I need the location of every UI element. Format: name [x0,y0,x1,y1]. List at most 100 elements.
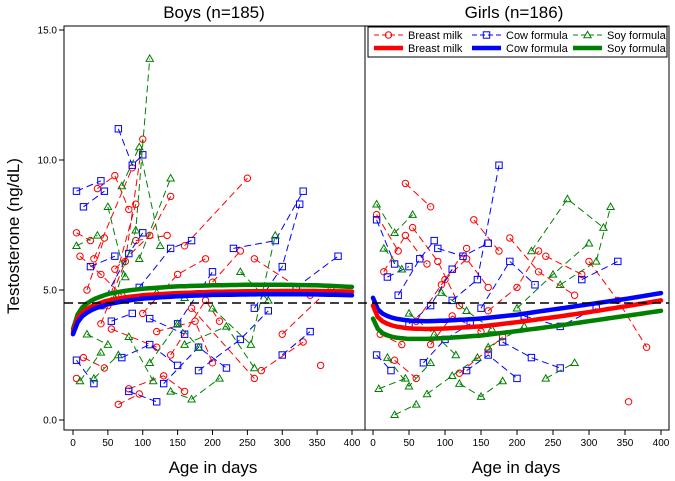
data-point-boys-breast-22-0 [79,353,88,362]
data-point-boys-cow-41-1 [90,379,98,388]
series-line-boys-breast-14 [170,299,220,356]
series-line-girls-soy-40 [559,206,612,286]
data-point-boys-cow-26-2 [139,151,147,159]
y-axis: 0.0 5.0 10.0 15.0 [38,26,64,427]
series-line-girls-soy-31 [387,357,431,387]
panel-boys: Boys (n=185) 0 50 100 150 200 250 300 350 400 [63,3,366,449]
series-line-girls-breast-3 [412,227,460,306]
data-point-boys-breast-4-0 [93,184,102,193]
series-line-boys-breast-16 [191,307,255,379]
data-point-girls-cow-21-1 [459,252,467,260]
data-point-boys-soy-49-0 [134,254,144,263]
y-tick-label-1: 5.0 [43,286,57,297]
data-point-girls-breast-3-0 [408,223,417,232]
legend-label-0: Breast milk [408,30,463,42]
data-point-girls-breast-15-1 [398,340,406,349]
data-point-boys-soy-50-2 [194,342,204,351]
series-line-boys-soy-50 [149,323,199,364]
data-point-boys-cow-38-1 [278,262,286,271]
data-point-girls-soy-35-2 [487,324,497,333]
legend-label-4: Cow formula [506,43,569,55]
y-tick-label-2: 10.0 [38,156,58,167]
data-point-boys-soy-52-2 [214,373,225,382]
data-point-girls-soy-29-1 [390,228,400,237]
data-point-girls-soy-36-1 [476,391,486,400]
x-tick-label-boys-8: 400 [344,438,361,449]
fit-group-boys [70,282,355,337]
data-point-girls-soy-35-1 [462,306,472,315]
data-point-boys-cow-34-0 [159,379,168,388]
data-point-girls-soy-40-2 [606,202,616,211]
data-point-boys-soy-52-1 [187,394,197,403]
data-point-boys-soy-56-0 [75,376,85,385]
data-point-girls-cow-19-2 [448,265,456,273]
data-point-girls-soy-38-2 [584,238,594,247]
panel-title-girls: Girls (n=186) [465,3,564,22]
series-line-boys-cow-33 [149,318,185,335]
series-line-boys-breast-8 [118,393,140,405]
data-point-boys-soy-42-0 [71,241,82,250]
data-point-girls-cow-16-0 [372,216,381,224]
data-point-boys-soy-42-1 [92,230,102,239]
data-point-girls-soy-36-2 [498,376,508,385]
data-point-boys-soy-53-2 [249,363,259,372]
series-line-boys-soy-56 [79,352,102,382]
series-line-girls-breast-4 [394,359,417,379]
data-point-girls-breast-5-2 [462,244,471,253]
series-line-girls-cow-22 [451,165,500,301]
legend-marker-0 [384,31,393,39]
series-line-boys-soy-52 [170,377,220,400]
series-line-boys-cow-32 [138,240,192,288]
data-point-girls-cow-27-0 [578,275,586,284]
data-point-girls-soy-29-0 [372,199,382,208]
data-point-girls-breast-1-1 [401,231,410,240]
panel-girls: Girls (n=186) 0 50 100 150 200 250 300 350 400 [364,3,670,449]
data-point-girls-soy-35-0 [436,287,446,296]
data-point-boys-breast-21-0 [316,361,325,370]
series-line-girls-soy-39 [530,198,604,252]
series-line-boys-breast-11 [135,234,168,242]
data-point-girls-soy-31-1 [404,381,414,390]
data-point-girls-cow-22-1 [473,275,482,284]
data-point-boys-soy-53-1 [221,321,231,330]
x-axis-title-girls: Age in days [472,458,561,477]
data-point-boys-breast-10-1 [159,372,168,380]
data-point-boys-breast-2-0 [83,286,91,294]
data-point-boys-cow-36-2 [264,307,273,315]
series-line-boys-breast-12 [142,258,206,314]
data-point-boys-cow-34-2 [222,364,231,372]
data-point-boys-breast-15-1 [243,174,252,182]
legend-label-2: Soy formula [607,30,667,42]
x-tick-label-boys-3: 150 [169,438,186,449]
x-tick-label-girls-2: 100 [437,438,454,449]
data-point-boys-cow-37-0 [229,244,238,253]
data-point-girls-breast-2-0 [401,179,410,188]
y-axis-title: Testosterone (ng/dL) [4,158,23,314]
series-line-boys-breast-18 [261,341,304,372]
data-point-girls-breast-10-2 [534,247,543,255]
data-point-boys-cow-27-1 [111,252,119,260]
data-point-girls-cow-21-0 [434,244,442,253]
series-line-boys-breast-22 [83,357,105,369]
series-line-boys-breast-6 [107,204,137,306]
x-tick-label-boys-5: 250 [239,438,256,449]
data-point-girls-breast-4-1 [412,374,420,383]
x-tick-label-girls-7: 350 [617,438,634,449]
series-line-boys-cow-27 [90,255,116,268]
data-point-girls-soy-33-2 [451,350,461,359]
series-line-boys-soy-45 [107,206,126,278]
data-point-girls-cow-25-2 [556,364,564,372]
series-line-boys-breast-10 [128,375,185,392]
data-point-girls-soy-34-0 [422,389,432,398]
series-group-boys [71,53,342,409]
data-point-boys-soy-43-1 [103,339,113,348]
data-point-girls-breast-14-0 [624,398,633,406]
data-point-boys-breast-14-0 [166,351,175,359]
data-point-girls-soy-41-1 [570,358,580,367]
data-point-girls-cow-28-1 [387,366,395,375]
data-point-boys-breast-8-0 [114,400,123,409]
series-line-girls-breast-5 [415,248,468,322]
data-point-boys-cow-31-1 [153,398,161,406]
data-point-boys-cow-25-0 [79,203,88,211]
data-point-girls-cow-28-0 [372,351,381,359]
